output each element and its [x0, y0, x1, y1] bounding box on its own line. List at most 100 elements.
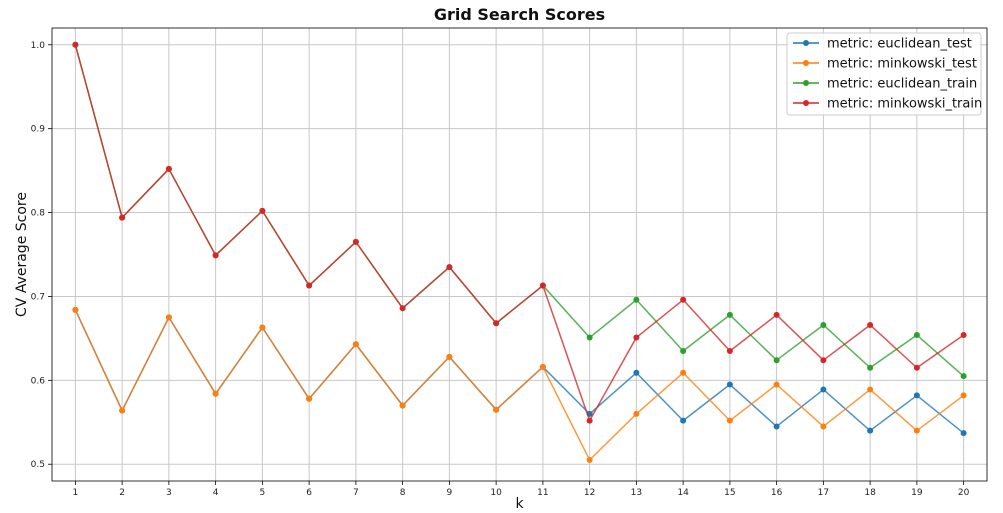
- legend: metric: euclidean_test metric: minkowski_…: [786, 32, 982, 116]
- chart-title: Grid Search Scores: [434, 5, 605, 24]
- data-point: [446, 264, 453, 271]
- data-point: [913, 427, 920, 434]
- data-point: [773, 381, 780, 388]
- data-point: [259, 324, 266, 331]
- data-point: [773, 423, 780, 430]
- legend-entry: metric: euclidean_train: [793, 77, 977, 92]
- data-point: [867, 321, 874, 328]
- data-point: [586, 457, 593, 464]
- legend-label: metric: minkowski_test: [827, 57, 977, 72]
- data-point: [633, 410, 640, 417]
- data-point: [539, 282, 546, 289]
- x-tick-label: 5: [260, 488, 266, 498]
- plot-area-frame: [51, 27, 988, 482]
- legend-swatch-marker: [803, 60, 809, 66]
- x-tick-label: 11: [537, 488, 548, 498]
- data-point: [726, 417, 733, 424]
- data-point: [960, 332, 967, 339]
- data-point: [306, 282, 313, 289]
- data-point: [726, 311, 733, 318]
- x-tick-label: 19: [911, 488, 923, 498]
- legend-box: [786, 32, 982, 116]
- y-tick-label: 0.9: [31, 125, 46, 135]
- data-point: [867, 386, 874, 393]
- data-point: [820, 357, 827, 364]
- series-4: [72, 41, 967, 424]
- x-tick-label: 12: [584, 488, 595, 498]
- x-tick-label: 6: [306, 488, 312, 498]
- data-point: [726, 381, 733, 388]
- data-point: [119, 214, 126, 221]
- data-point: [72, 306, 79, 313]
- data-point: [306, 395, 313, 402]
- legend-label: metric: minkowski_train: [827, 97, 982, 112]
- data-point: [773, 357, 780, 364]
- y-tick-label: 1.0: [31, 41, 46, 51]
- x-axis-ticks: 1 2 3 4 5 6 7 8 9 10 11 12 13 14 15 16 17 18 19 20: [73, 481, 970, 498]
- data-point: [820, 386, 827, 393]
- legend-entry: metric: minkowski_test: [793, 57, 977, 72]
- data-point: [680, 417, 687, 424]
- data-point: [633, 369, 640, 376]
- data-point: [539, 363, 546, 370]
- y-tick-label: 0.6: [31, 376, 46, 386]
- data-point: [399, 305, 406, 312]
- data-point: [913, 364, 920, 371]
- x-tick-label: 7: [353, 488, 359, 498]
- x-tick-label: 3: [166, 488, 172, 498]
- data-point: [633, 334, 640, 341]
- y-tick-label: 0.8: [31, 209, 46, 219]
- legend-label: metric: euclidean_train: [827, 77, 977, 92]
- series-2: [72, 306, 967, 464]
- data-point: [913, 332, 920, 339]
- legend-entry: metric: minkowski_train: [793, 97, 982, 112]
- x-tick-label: 16: [771, 488, 783, 498]
- data-point: [726, 347, 733, 354]
- x-tick-label: 2: [119, 488, 125, 498]
- data-point: [680, 347, 687, 354]
- data-point: [399, 402, 406, 409]
- data-point: [446, 353, 453, 360]
- data-point: [960, 373, 967, 380]
- data-point: [867, 364, 874, 371]
- y-axis-title: CV Average Score: [14, 192, 30, 317]
- data-point: [259, 207, 266, 214]
- series-line: [74, 309, 965, 461]
- data-point: [680, 369, 687, 376]
- legend-items: metric: euclidean_test metric: minkowski_…: [793, 37, 982, 112]
- x-tick-label: 10: [490, 488, 502, 498]
- series-lines: [72, 41, 967, 464]
- x-tick-label: 17: [818, 488, 829, 498]
- data-point: [165, 165, 172, 172]
- x-tick-label: 1: [73, 488, 79, 498]
- x-tick-label: 9: [447, 488, 453, 498]
- y-axis-ticks: 0.5 0.6 0.7 0.8 0.9 1.0: [31, 41, 52, 470]
- legend-swatch-marker: [803, 40, 809, 46]
- data-point: [119, 407, 126, 414]
- x-tick-label: 14: [677, 488, 689, 498]
- data-point: [586, 334, 593, 341]
- legend-swatch-marker: [803, 100, 809, 106]
- data-point: [493, 406, 500, 413]
- data-point: [633, 296, 640, 303]
- x-tick-label: 4: [213, 488, 219, 498]
- x-tick-label: 8: [400, 488, 406, 498]
- x-tick-label: 18: [864, 488, 876, 498]
- x-tick-label: 15: [724, 488, 735, 498]
- data-point: [867, 427, 874, 434]
- data-point: [212, 252, 219, 259]
- data-point: [165, 314, 172, 321]
- data-point: [680, 296, 687, 303]
- data-point: [820, 321, 827, 328]
- legend-swatch-marker: [803, 80, 809, 86]
- data-point: [773, 311, 780, 318]
- data-point: [960, 430, 967, 437]
- data-point: [586, 417, 593, 424]
- x-axis-title: k: [515, 496, 524, 512]
- data-point: [352, 341, 359, 348]
- data-point: [493, 320, 500, 327]
- data-point: [352, 238, 359, 245]
- x-tick-label: 20: [958, 488, 970, 498]
- x-tick-label: 13: [631, 488, 642, 498]
